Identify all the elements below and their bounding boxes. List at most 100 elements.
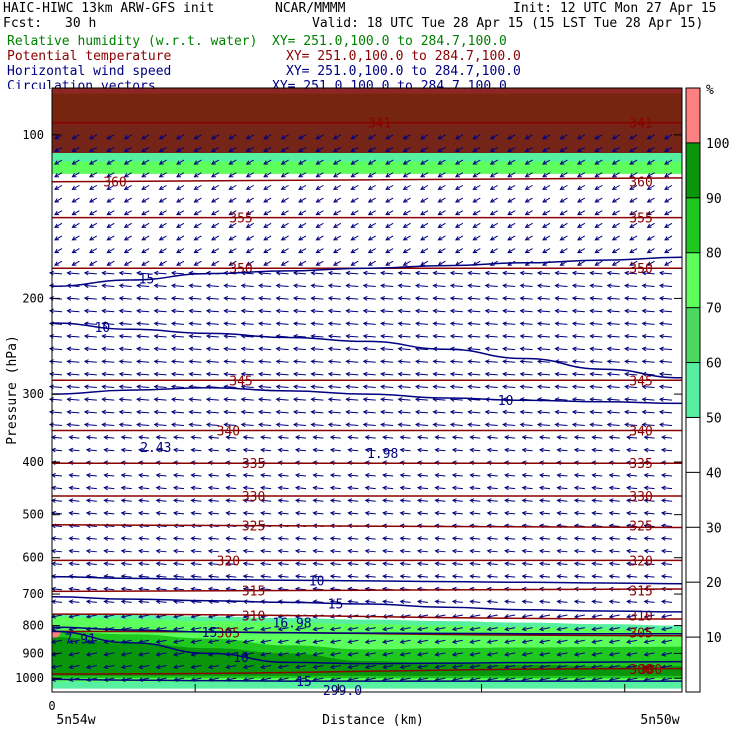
circulation-vector — [229, 260, 237, 266]
circulation-vector — [159, 197, 167, 203]
circulation-vector — [627, 436, 638, 439]
circulation-vector-head — [589, 422, 595, 428]
circulation-vector-head — [83, 270, 89, 276]
circulation-vector — [450, 284, 463, 287]
circulation-vector — [490, 210, 498, 216]
circulation-vector — [452, 436, 463, 439]
circulation-vector — [365, 474, 376, 477]
circulation-vector-head — [367, 185, 373, 190]
circulation-vector — [243, 588, 254, 591]
circulation-vector-head — [158, 185, 164, 190]
circulation-vector — [89, 147, 98, 152]
circulation-vector — [243, 449, 254, 452]
circulation-vector-head — [367, 248, 373, 254]
circulation-vector — [171, 272, 185, 275]
circulation-vector — [171, 348, 185, 351]
circulation-vector — [435, 550, 446, 553]
circulation-vector-head — [101, 270, 107, 276]
circulation-vector-head — [504, 536, 509, 541]
circulation-vector-head — [414, 384, 420, 390]
circulation-vector-head — [207, 447, 213, 453]
circulation-vector-head — [347, 548, 353, 554]
circulation-vector — [577, 197, 586, 203]
circulation-vector — [595, 197, 603, 203]
circulation-vector — [316, 222, 324, 228]
circulation-vector-head — [138, 561, 143, 567]
circulation-vector — [625, 398, 638, 401]
circulation-vector — [211, 184, 220, 190]
circulation-vector — [537, 386, 551, 389]
circulation-vector — [156, 588, 167, 591]
theta-contour-label: 325 — [242, 520, 265, 535]
circulation-vector — [625, 284, 638, 287]
circulation-vector — [176, 197, 185, 203]
circulation-vector-head — [536, 422, 542, 428]
circulation-vector — [278, 449, 289, 452]
circulation-vector — [86, 512, 97, 515]
circulation-vector-head — [402, 261, 408, 266]
circulation-vector-head — [591, 561, 597, 567]
circulation-vector-head — [416, 510, 422, 516]
circulation-vector-head — [658, 371, 664, 377]
circulation-vector — [226, 665, 237, 669]
circulation-vector — [572, 411, 585, 414]
circulation-vector-head — [382, 472, 387, 478]
circulation-vector — [330, 550, 341, 553]
circulation-vector — [537, 310, 551, 313]
circulation-vector — [154, 297, 167, 300]
circulation-vector-head — [83, 333, 89, 339]
circulation-vector — [609, 652, 620, 656]
circulation-vector — [281, 147, 289, 152]
circulation-vector-head — [556, 447, 562, 453]
circulation-vector-head — [83, 308, 89, 314]
circulation-vector-head — [85, 472, 91, 478]
circulation-vector-head — [280, 147, 286, 153]
circulation-vector — [226, 537, 237, 540]
circulation-vector — [363, 386, 376, 389]
circulation-vector-head — [571, 333, 577, 339]
circulation-vector — [86, 449, 97, 452]
circulation-vector-head — [660, 498, 666, 503]
circulation-vector — [351, 210, 359, 216]
circulation-vector — [107, 260, 115, 266]
circulation-vector — [51, 525, 63, 528]
circulation-vector-head — [277, 498, 283, 503]
circulation-vector-head — [172, 561, 178, 567]
circulation-vector — [171, 297, 185, 300]
circulation-vector — [503, 423, 516, 426]
circulation-vector — [261, 575, 272, 578]
circulation-vector — [385, 210, 394, 216]
theta-contour-label: 320 — [217, 554, 240, 569]
circulation-vector — [102, 322, 115, 325]
circulation-vector — [644, 550, 655, 553]
circulation-vector — [211, 222, 220, 228]
circulation-vector — [415, 423, 429, 426]
circulation-vector-head — [298, 236, 304, 241]
circulation-vector-head — [455, 135, 460, 140]
circulation-vector-head — [437, 236, 443, 241]
circulation-vector-head — [345, 308, 351, 314]
circulation-vector-head — [170, 333, 176, 339]
circulation-vector — [346, 373, 359, 376]
circulation-vector-head — [298, 173, 303, 178]
circulation-vector — [642, 335, 655, 338]
circulation-vector — [629, 147, 638, 152]
circulation-vector-head — [486, 472, 492, 478]
circulation-vector — [141, 210, 150, 216]
circulation-vector — [385, 159, 394, 165]
circulation-vector — [119, 272, 132, 275]
circulation-vector — [346, 398, 359, 401]
circulation-vector-head — [608, 599, 614, 605]
circulation-vector — [246, 184, 254, 190]
circulation-vector — [520, 411, 533, 414]
circulation-vector — [539, 449, 551, 452]
circulation-vector-head — [207, 485, 213, 491]
circulation-vector — [243, 512, 254, 515]
circulation-vector-head — [275, 422, 281, 428]
circulation-vector — [468, 373, 481, 376]
circulation-vector-head — [155, 435, 161, 440]
circulation-vector — [351, 248, 359, 253]
circulation-vector-head — [85, 510, 91, 516]
circulation-vector — [450, 272, 463, 275]
circulation-vector-head — [83, 397, 89, 402]
